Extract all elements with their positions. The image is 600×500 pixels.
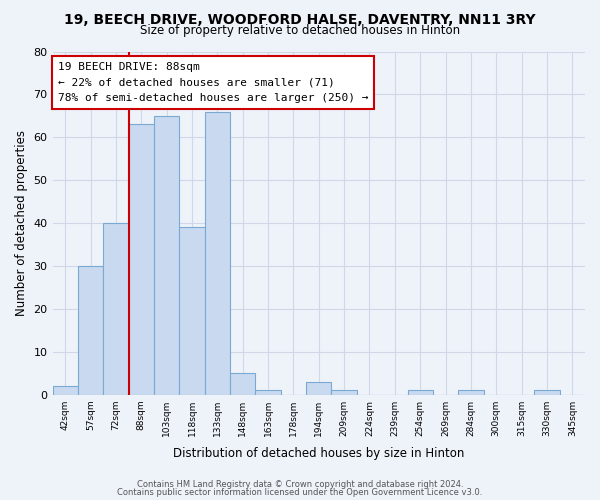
Bar	[103, 223, 128, 394]
Bar	[306, 382, 331, 394]
Text: Contains public sector information licensed under the Open Government Licence v3: Contains public sector information licen…	[118, 488, 482, 497]
Bar	[53, 386, 78, 394]
Bar	[256, 390, 281, 394]
Y-axis label: Number of detached properties: Number of detached properties	[15, 130, 28, 316]
Text: 19 BEECH DRIVE: 88sqm
← 22% of detached houses are smaller (71)
78% of semi-deta: 19 BEECH DRIVE: 88sqm ← 22% of detached …	[58, 62, 368, 103]
Bar	[205, 112, 230, 395]
Bar	[458, 390, 484, 394]
Bar	[230, 373, 256, 394]
Text: 19, BEECH DRIVE, WOODFORD HALSE, DAVENTRY, NN11 3RY: 19, BEECH DRIVE, WOODFORD HALSE, DAVENTR…	[64, 12, 536, 26]
Bar	[154, 116, 179, 394]
Bar	[331, 390, 357, 394]
Bar	[534, 390, 560, 394]
Bar	[78, 266, 103, 394]
Bar	[128, 124, 154, 394]
Bar	[179, 228, 205, 394]
X-axis label: Distribution of detached houses by size in Hinton: Distribution of detached houses by size …	[173, 447, 464, 460]
Text: Contains HM Land Registry data © Crown copyright and database right 2024.: Contains HM Land Registry data © Crown c…	[137, 480, 463, 489]
Text: Size of property relative to detached houses in Hinton: Size of property relative to detached ho…	[140, 24, 460, 37]
Bar	[407, 390, 433, 394]
